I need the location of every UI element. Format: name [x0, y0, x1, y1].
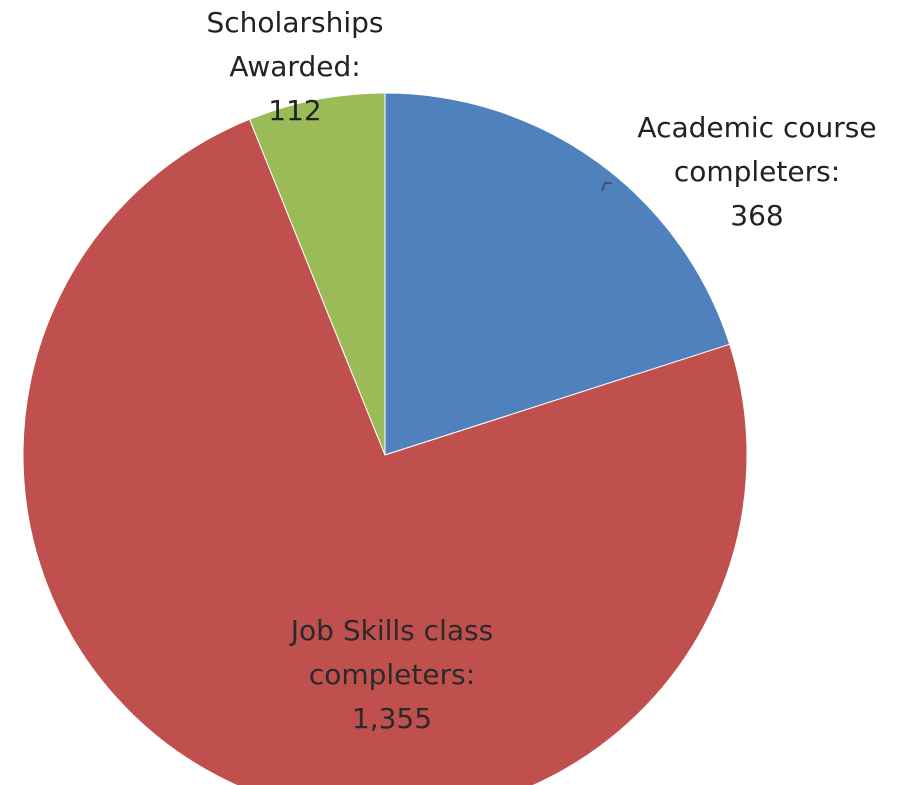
pie-slices [22, 92, 748, 785]
slice-label-line: Academic course [637, 111, 876, 144]
slice-label: Job Skills class completers: 1,355 [289, 614, 493, 735]
slice-label-line: 112 [268, 94, 321, 127]
slice-label-line: 1,355 [352, 702, 432, 735]
slice-label-line: Job Skills class [289, 614, 493, 647]
pie-slice [22, 118, 748, 785]
slice-label-line: Scholarships [207, 6, 384, 39]
slice-label-line: Awarded: [229, 50, 360, 83]
slice-label-line: 368 [730, 199, 783, 232]
leader-lines [601, 182, 612, 192]
slice-label: Academic course completers: 368 [637, 111, 876, 232]
slice-label-line: completers: [309, 658, 475, 691]
pie-slice [384, 92, 731, 456]
slice-labels: Academic course completers: 368 Job Skills … [207, 6, 877, 735]
pie-slice [248, 92, 386, 456]
slice-label-line: completers: [674, 155, 840, 188]
leader-line [601, 182, 612, 192]
slice-label: Scholarships Awarded: 112 [207, 6, 384, 127]
